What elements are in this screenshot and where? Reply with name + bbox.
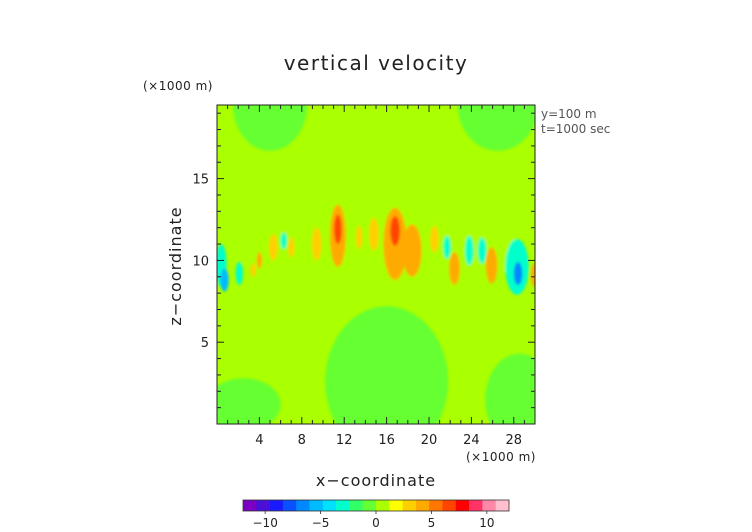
contour-region-3 — [217, 378, 281, 424]
x-unit-label: (×1000 m) — [466, 450, 536, 464]
contour-region-12 — [268, 234, 278, 261]
colorbar-swatch — [429, 500, 443, 511]
contour-region-10 — [256, 252, 263, 269]
annotation-y: y=100 m — [541, 107, 597, 121]
x-tick-label: 12 — [336, 433, 353, 448]
colorbar-swatch — [455, 500, 470, 511]
y-tick-label: 10 — [192, 254, 209, 269]
x-tick-label: 4 — [255, 433, 263, 448]
colorbar-swatch — [256, 500, 270, 511]
x-axis-label: x−coordinate — [316, 471, 436, 490]
contour-region-6 — [301, 147, 440, 227]
contour-region-15 — [311, 227, 322, 261]
contour-region-0 — [232, 105, 308, 151]
x-tick-label: 28 — [506, 433, 523, 448]
colorbar-tick-label: 10 — [479, 516, 494, 530]
contour-region-1 — [457, 105, 535, 151]
colorbar-tick-label: 5 — [428, 516, 436, 530]
colorbar-swatch — [269, 500, 284, 511]
contour-region-22 — [390, 216, 400, 246]
y-tick-label: 15 — [192, 173, 209, 188]
contour-region-24 — [443, 235, 451, 259]
contour-region-14 — [280, 232, 287, 249]
contour-region-13 — [288, 237, 295, 258]
contour-region-9 — [235, 262, 243, 285]
x-tick-label: 8 — [298, 433, 306, 448]
contour-region-4 — [485, 353, 535, 424]
colorbar-swatch — [362, 500, 377, 511]
contour-region-28 — [477, 237, 487, 264]
colorbar-swatch — [322, 500, 337, 511]
contour-region-19 — [369, 217, 379, 251]
contour-region-25 — [449, 252, 460, 285]
colorbar-swatch — [482, 500, 496, 511]
colorbar-swatch — [415, 500, 430, 511]
colorbar-swatch — [389, 500, 403, 511]
contour-region-2 — [325, 306, 449, 424]
x-tick-label: 24 — [463, 433, 480, 448]
colorbar: −10 −5 0 5 10 — [242, 499, 510, 530]
y-tick-label: 5 — [201, 336, 209, 351]
colorbar-tick-label: −10 — [253, 516, 278, 530]
contour-region-8 — [220, 268, 229, 292]
colorbar-swatch — [442, 500, 457, 511]
colorbar-swatch — [243, 500, 257, 511]
chart-title: vertical velocity — [284, 51, 469, 75]
y-unit-label: (×1000 m) — [143, 79, 213, 93]
colorbar-swatch — [349, 500, 363, 511]
plot-area — [216, 104, 536, 425]
colorbar-swatch — [309, 500, 324, 511]
colorbar-swatch — [376, 500, 390, 511]
contour-region-26 — [465, 235, 474, 266]
colorbar-swatch — [282, 500, 297, 511]
contour-region-17 — [334, 214, 342, 245]
colorbar-swatch — [402, 500, 417, 511]
colorbar-swatch — [296, 500, 310, 511]
colorbar-swatch — [336, 500, 350, 511]
annotation-t: t=1000 sec — [541, 122, 610, 136]
contour-region-21 — [402, 224, 422, 277]
contour-region-31 — [530, 263, 535, 287]
x-tick-label: 20 — [421, 433, 438, 448]
colorbar-swatch — [469, 500, 483, 511]
colorbar-swatch — [495, 500, 510, 511]
colorbar-tick-label: 0 — [372, 516, 380, 530]
contour-region-27 — [485, 247, 498, 284]
contour-region-23 — [430, 226, 439, 253]
y-axis-label: z−coordinate — [166, 206, 185, 325]
colorbar-tick-label: −5 — [312, 516, 330, 530]
contour-region-11 — [250, 263, 256, 277]
x-tick-label: 16 — [378, 433, 395, 448]
contour-region-18 — [355, 226, 363, 249]
contour-region-30 — [513, 262, 523, 285]
